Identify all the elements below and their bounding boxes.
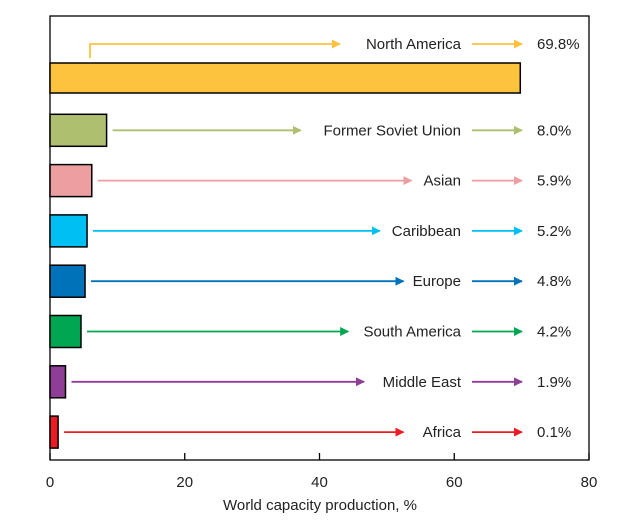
- category-label-former-soviet-union: Former Soviet Union: [323, 122, 461, 139]
- value-label-africa: 0.1%: [537, 424, 571, 441]
- x-tick-label-20: 20: [176, 474, 193, 491]
- bar-caribbean: [49, 214, 88, 248]
- category-label-africa: Africa: [423, 424, 462, 441]
- x-tick-label-40: 40: [311, 474, 328, 491]
- x-axis-title: World capacity production, %: [223, 497, 417, 514]
- value-label-south-america: 4.2%: [537, 324, 571, 341]
- category-label-middle-east: Middle East: [383, 374, 462, 391]
- value-label-asian: 5.9%: [537, 173, 571, 190]
- value-label-former-soviet-union: 8.0%: [537, 122, 571, 139]
- bar-north-america: [49, 62, 522, 94]
- bar-former-soviet-union: [49, 113, 108, 148]
- bar-asian: [49, 163, 93, 198]
- category-label-caribbean: Caribbean: [392, 223, 461, 240]
- bar-europe: [49, 264, 86, 298]
- category-label-europe: Europe: [413, 273, 461, 290]
- bar-middle-east: [49, 365, 67, 399]
- value-label-europe: 4.8%: [537, 273, 571, 290]
- x-tick-label-60: 60: [446, 474, 463, 491]
- bar-africa: [49, 415, 59, 449]
- category-label-asian: Asian: [423, 173, 461, 190]
- category-label-south-america: South America: [363, 324, 461, 341]
- connector-arrow-north-america: [89, 39, 341, 58]
- value-label-middle-east: 1.9%: [537, 374, 571, 391]
- x-tick-label-0: 0: [46, 474, 54, 491]
- value-label-north-america: 69.8%: [537, 36, 580, 53]
- value-label-caribbean: 5.2%: [537, 223, 571, 240]
- x-tick-label-80: 80: [581, 474, 598, 491]
- bar-south-america: [49, 314, 82, 349]
- category-label-north-america: North America: [366, 36, 462, 53]
